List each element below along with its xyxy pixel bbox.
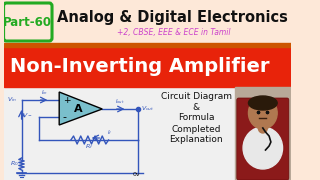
Text: -: - [63, 112, 67, 122]
Text: $R_f$: $R_f$ [85, 143, 94, 151]
Text: $V_{in}$: $V_{in}$ [7, 96, 17, 104]
Text: &: & [193, 102, 200, 111]
Text: $I_{in}$: $I_{in}$ [41, 88, 47, 96]
Text: +: + [63, 96, 70, 105]
Ellipse shape [243, 127, 283, 169]
Text: Non-Inverting Amplifier: Non-Inverting Amplifier [10, 57, 269, 75]
Bar [4, 43, 291, 47]
Bar [4, 44, 291, 87]
Text: $I_f$: $I_f$ [107, 128, 112, 137]
Text: $I_{out}$: $I_{out}$ [115, 97, 125, 106]
Circle shape [248, 97, 277, 129]
Ellipse shape [248, 96, 277, 110]
Text: Explanation: Explanation [170, 136, 223, 145]
Text: 0v: 0v [132, 172, 140, 177]
FancyBboxPatch shape [4, 3, 52, 41]
Text: $R_0$: $R_0$ [10, 159, 19, 168]
Polygon shape [59, 92, 102, 125]
Text: Circuit Diagram: Circuit Diagram [161, 91, 232, 100]
FancyBboxPatch shape [237, 98, 289, 180]
Text: Completed: Completed [172, 125, 221, 134]
Bar [235, 87, 291, 180]
Text: Analog & Digital Electronics: Analog & Digital Electronics [57, 10, 288, 24]
Text: +2, CBSE, EEE & ECE in Tamil: +2, CBSE, EEE & ECE in Tamil [117, 28, 231, 37]
Text: Part-60: Part-60 [3, 15, 52, 28]
Ellipse shape [258, 123, 267, 133]
Bar [4, 87, 291, 180]
Text: A: A [74, 104, 82, 114]
Text: Formula: Formula [178, 114, 215, 123]
Text: $V_{out}$: $V_{out}$ [141, 105, 154, 113]
Text: $V_-$: $V_-$ [21, 111, 32, 119]
